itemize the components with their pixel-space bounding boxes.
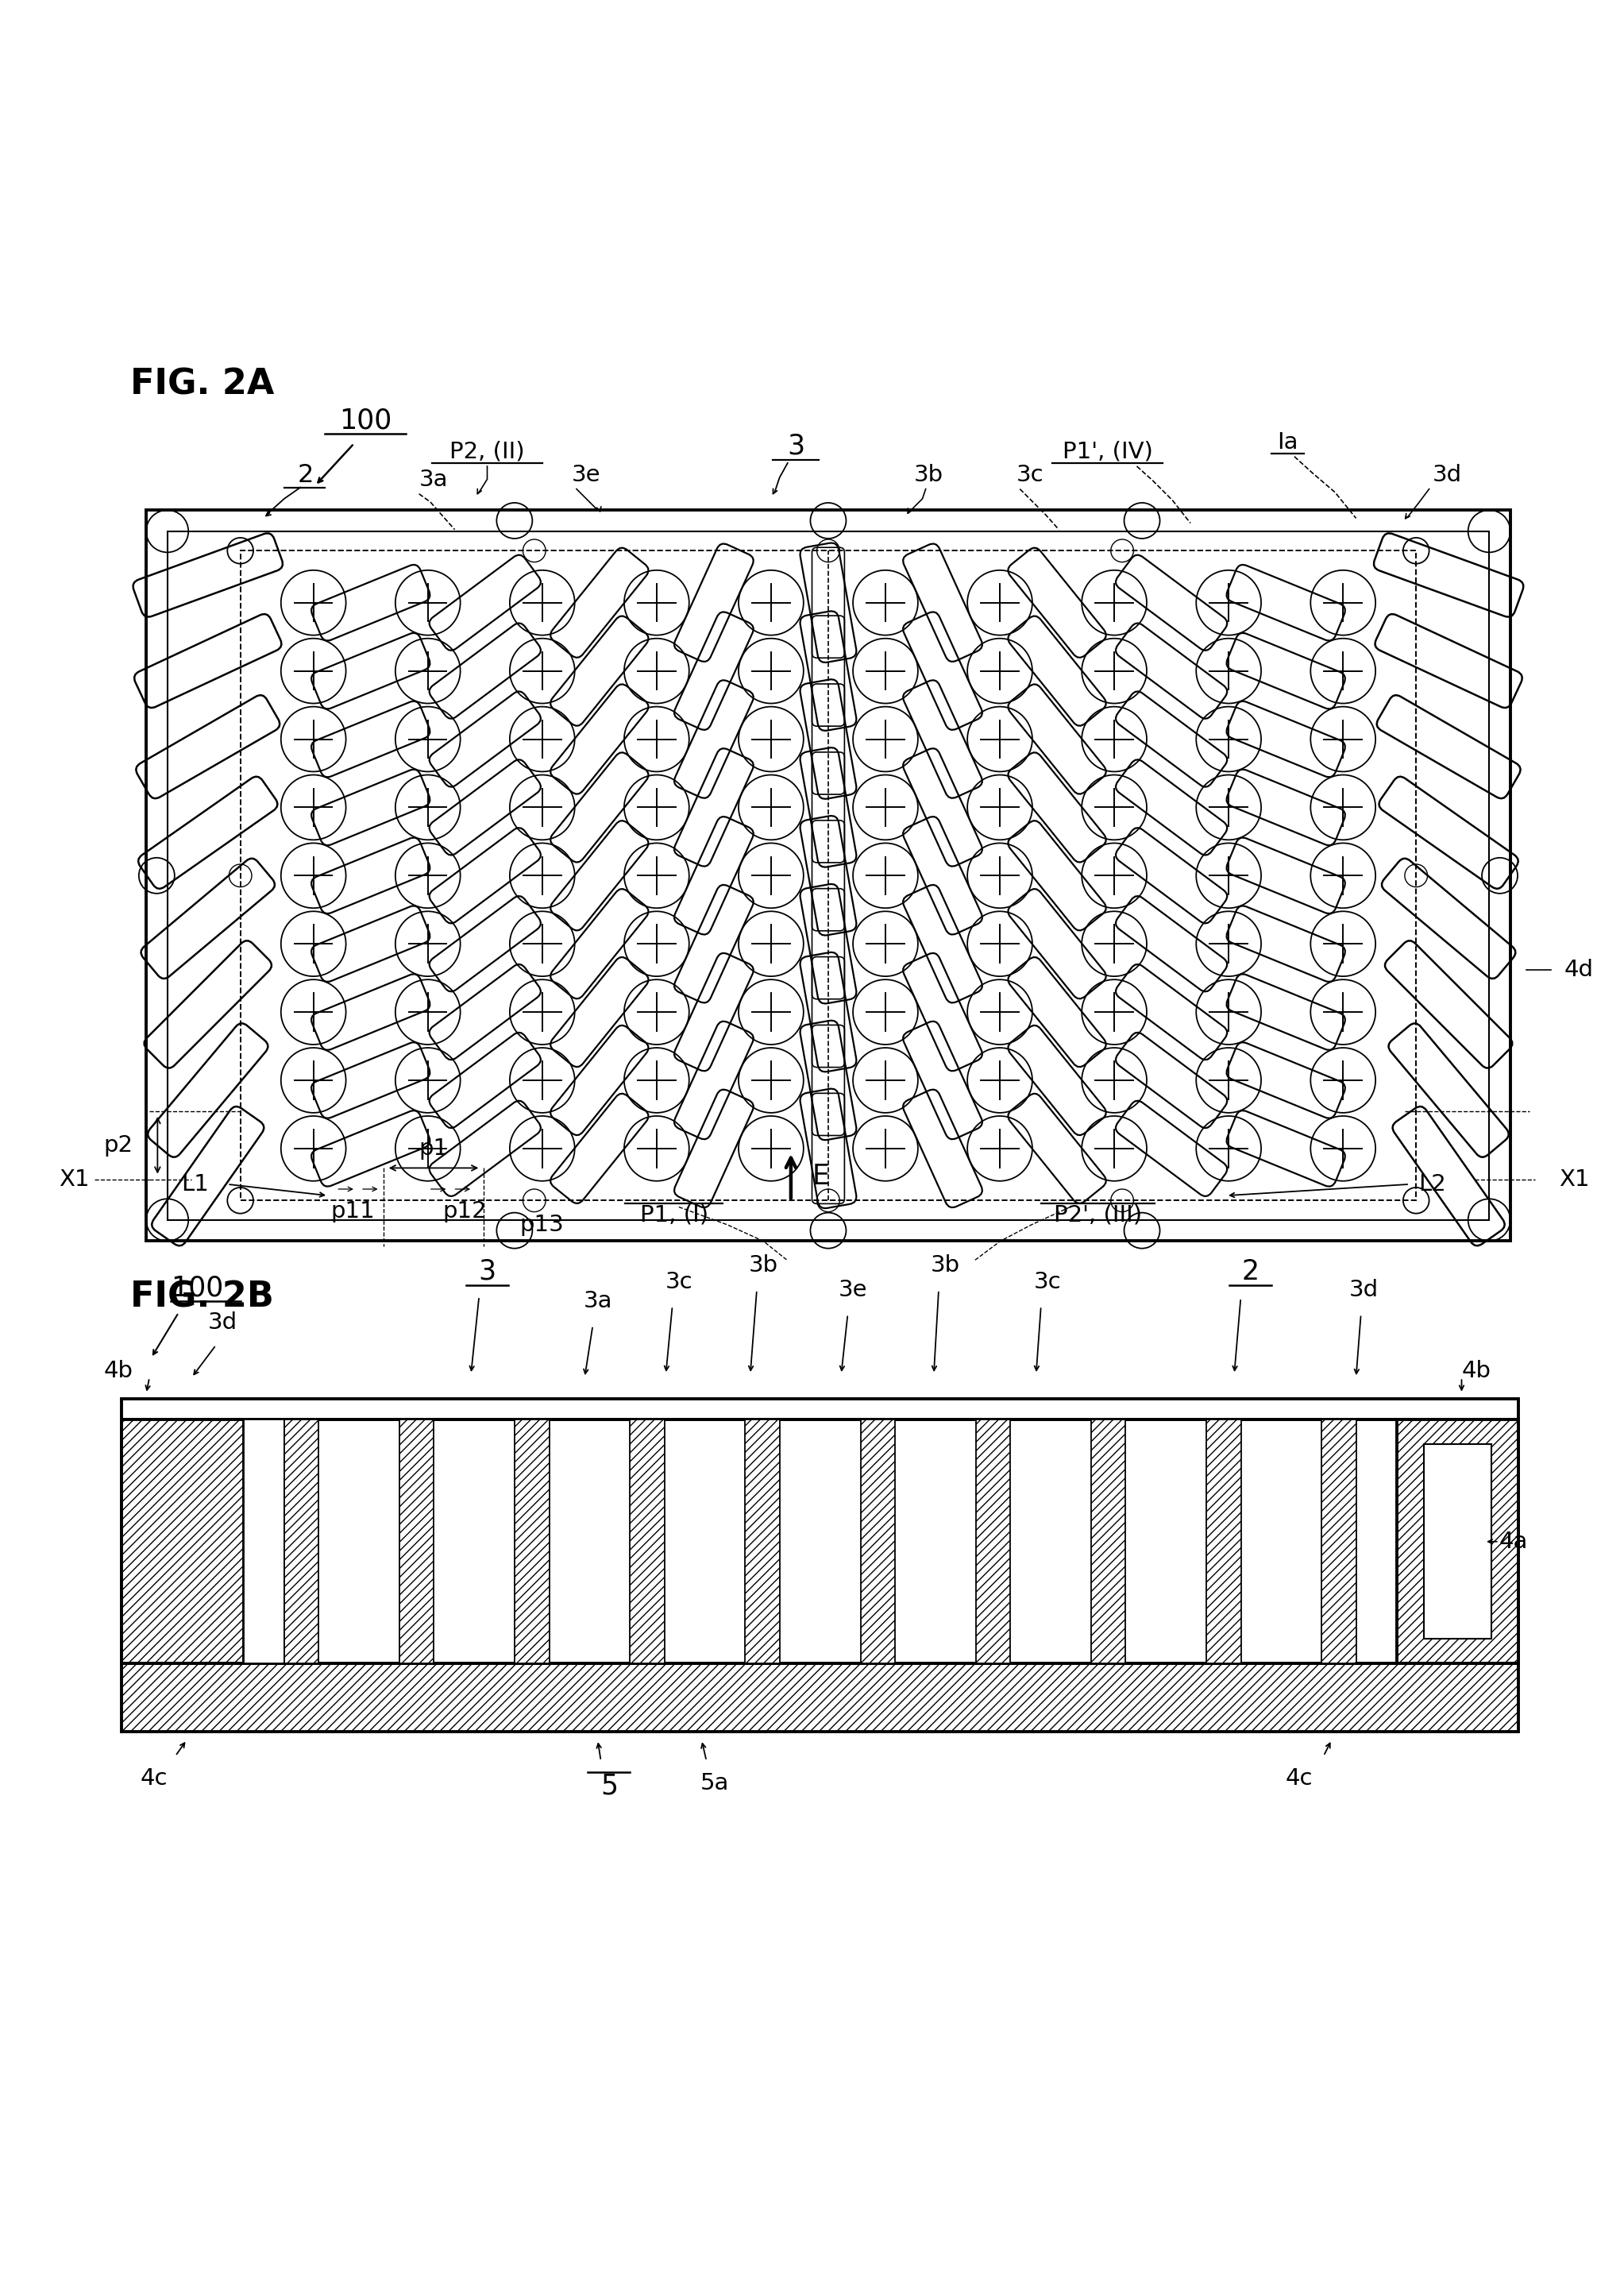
Bar: [1091, 1419, 1125, 1662]
Text: X1: X1: [1559, 1167, 1590, 1190]
Text: 100: 100: [339, 407, 391, 434]
Text: p13: p13: [520, 1213, 564, 1235]
Bar: [1091, 1419, 1125, 1662]
Text: P2', (III): P2', (III): [1054, 1204, 1142, 1226]
Bar: [1397, 1419, 1518, 1662]
Text: E: E: [812, 1163, 830, 1190]
Bar: [515, 1419, 549, 1662]
Text: 3a: 3a: [583, 1290, 612, 1313]
Text: L2: L2: [1419, 1174, 1445, 1195]
Text: 5: 5: [601, 1771, 617, 1799]
Bar: [1322, 1419, 1356, 1662]
Text: p11: p11: [330, 1201, 375, 1222]
Text: FIG. 2B: FIG. 2B: [130, 1281, 273, 1315]
Bar: [630, 1419, 664, 1662]
Text: 3a: 3a: [419, 468, 448, 491]
Text: 4d: 4d: [1564, 958, 1593, 981]
Bar: [861, 1419, 895, 1662]
Bar: [1397, 1419, 1518, 1662]
Text: 3: 3: [479, 1258, 495, 1285]
Text: 4b: 4b: [104, 1360, 133, 1383]
Bar: [400, 1419, 434, 1662]
Text: p1: p1: [419, 1138, 448, 1160]
Bar: [745, 1419, 780, 1662]
Bar: [146, 511, 1510, 1240]
Bar: [122, 1662, 1518, 1733]
Text: 3b: 3b: [914, 463, 944, 486]
Bar: [240, 550, 1416, 1201]
Bar: [244, 1419, 284, 1662]
Bar: [284, 1419, 318, 1662]
Text: X1: X1: [58, 1167, 89, 1190]
Text: P1, (I): P1, (I): [640, 1204, 708, 1226]
Bar: [284, 1419, 318, 1662]
Bar: [630, 1419, 664, 1662]
Bar: [1207, 1419, 1241, 1662]
Bar: [515, 1419, 549, 1662]
Text: 3d: 3d: [1432, 463, 1462, 486]
Text: 3e: 3e: [572, 463, 601, 486]
Text: 3b: 3b: [749, 1254, 778, 1276]
Text: 3c: 3c: [1034, 1272, 1060, 1292]
Text: L1: L1: [180, 1174, 209, 1195]
Text: 3d: 3d: [208, 1310, 237, 1333]
Text: 4a: 4a: [1499, 1531, 1528, 1553]
Text: 5a: 5a: [700, 1771, 729, 1794]
Bar: [122, 1399, 1518, 1419]
Bar: [122, 1419, 1518, 1662]
Text: 3b: 3b: [931, 1254, 960, 1276]
Bar: [122, 1419, 244, 1662]
Text: 4c: 4c: [1286, 1767, 1312, 1790]
Text: 2: 2: [297, 463, 313, 488]
Text: P2, (II): P2, (II): [450, 441, 525, 463]
Text: p12: p12: [442, 1201, 487, 1222]
Text: p2: p2: [104, 1133, 133, 1156]
Text: P1', (IV): P1', (IV): [1062, 441, 1153, 463]
Text: 3e: 3e: [838, 1279, 867, 1301]
Text: 3d: 3d: [1350, 1279, 1379, 1301]
Bar: [167, 531, 1489, 1220]
Bar: [400, 1419, 434, 1662]
Bar: [122, 1419, 244, 1662]
Bar: [1322, 1419, 1356, 1662]
Text: 4b: 4b: [1462, 1360, 1491, 1383]
Text: Ia: Ia: [1278, 431, 1298, 454]
Text: 4c: 4c: [141, 1767, 167, 1790]
Bar: [1207, 1419, 1241, 1662]
Text: 3c: 3c: [1017, 463, 1044, 486]
Text: 3c: 3c: [666, 1272, 692, 1292]
Text: FIG. 2A: FIG. 2A: [130, 368, 274, 402]
Text: 2: 2: [1242, 1258, 1259, 1285]
Bar: [976, 1419, 1010, 1662]
Bar: [122, 1662, 1518, 1733]
Bar: [1424, 1444, 1491, 1640]
Bar: [976, 1419, 1010, 1662]
Text: 3: 3: [788, 434, 804, 459]
Bar: [861, 1419, 895, 1662]
Bar: [745, 1419, 780, 1662]
Text: 100: 100: [171, 1274, 222, 1301]
